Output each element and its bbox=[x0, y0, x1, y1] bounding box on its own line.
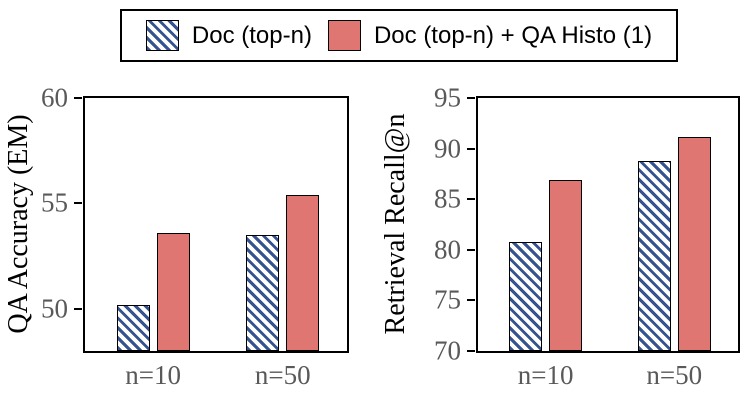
legend-swatch-hatch-blue bbox=[145, 20, 179, 51]
legend-label: Doc (top-n) bbox=[191, 21, 312, 49]
plot-area bbox=[476, 96, 740, 353]
x-tick-label: n=10 bbox=[517, 360, 574, 390]
bar bbox=[156, 232, 190, 351]
bar bbox=[246, 235, 280, 351]
y-tick-label: 85 bbox=[434, 183, 461, 214]
y-tick-mark bbox=[467, 350, 475, 352]
y-tick-label: 80 bbox=[434, 234, 461, 265]
x-tick-label: n=50 bbox=[646, 360, 703, 390]
legend: Doc (top-n) Doc (top-n) + QA Histo (1) bbox=[120, 9, 678, 62]
y-tick-mark bbox=[467, 248, 475, 251]
y-tick-mark bbox=[467, 97, 475, 99]
y-tick-mark bbox=[74, 97, 82, 99]
bar bbox=[677, 136, 711, 351]
plot-area bbox=[83, 96, 349, 353]
chart-retrieval-recall: Retrieval Recall@n 70 75 80 85 90 95 n=10 n=50 bbox=[380, 84, 740, 389]
bar bbox=[286, 195, 320, 351]
y-tick-label: 60 bbox=[41, 82, 68, 113]
y-tick-mark bbox=[467, 299, 475, 302]
legend-swatch-solid-red bbox=[327, 20, 361, 51]
bar bbox=[637, 160, 671, 351]
y-tick-label: 95 bbox=[434, 82, 461, 113]
y-tick-label: 75 bbox=[434, 284, 461, 315]
y-tick-label: 50 bbox=[41, 293, 68, 324]
x-tick-label: n=50 bbox=[254, 360, 311, 390]
y-tick-mark bbox=[74, 307, 82, 310]
bar bbox=[116, 304, 150, 351]
bar bbox=[549, 180, 583, 351]
x-tick-label: n=10 bbox=[125, 360, 181, 390]
legend-item-doc-topn-qa-histo: Doc (top-n) + QA Histo (1) bbox=[327, 20, 653, 51]
y-tick-mark bbox=[74, 202, 82, 205]
bar bbox=[509, 241, 543, 351]
y-tick-label: 70 bbox=[434, 335, 461, 366]
y-tick-label: 55 bbox=[41, 187, 68, 218]
legend-item-doc-topn: Doc (top-n) bbox=[145, 20, 312, 51]
chart-qa-accuracy: QA Accuracy (EM) 50 55 60 n=10 n=50 bbox=[3, 84, 349, 389]
y-tick-mark bbox=[467, 198, 475, 201]
y-tick-label: 90 bbox=[434, 133, 461, 164]
y-tick-mark bbox=[467, 147, 475, 150]
legend-label: Doc (top-n) + QA Histo (1) bbox=[373, 21, 653, 49]
